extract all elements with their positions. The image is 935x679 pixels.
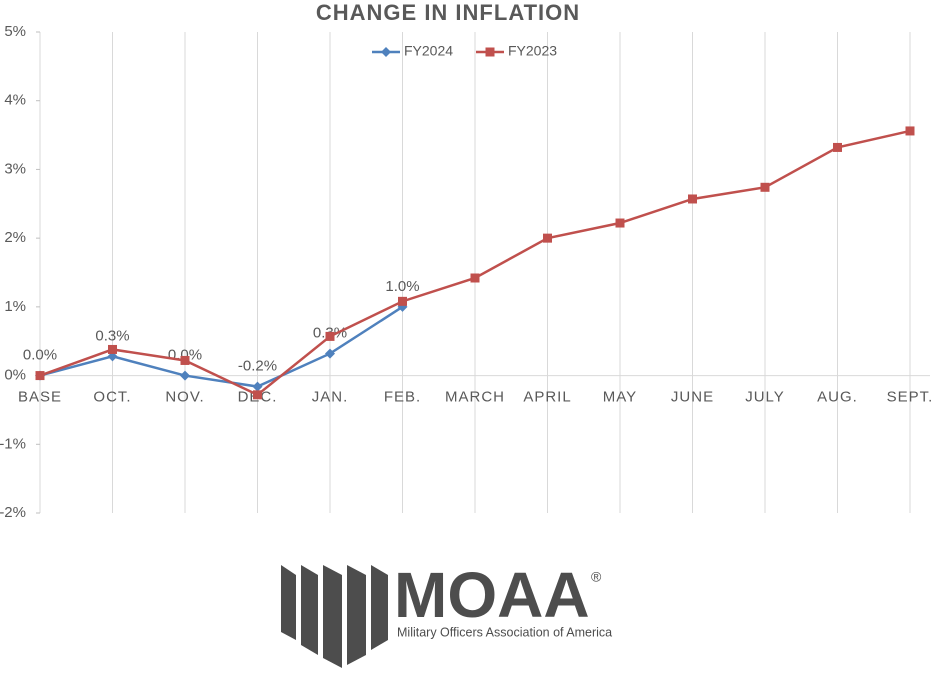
data-label: -0.2% [238,358,277,375]
x-tick-label: JAN. [312,389,349,406]
legend-label: FY2024 [404,43,453,59]
chart-title: CHANGE IN INFLATION [316,0,580,25]
legend-label: FY2023 [508,43,557,59]
logo: MOAA ® Military Officers Association of … [281,559,612,668]
logo-name: MOAA [394,559,590,631]
point [35,371,45,381]
y-tick-label: 5% [4,23,26,40]
point [398,296,407,306]
point [543,233,552,243]
y-tick-label: 4% [4,92,26,109]
point [325,331,335,341]
x-tick-label: MAY [603,389,637,406]
y-tick-label: 0% [4,367,26,384]
x-tick-label: JULY [745,389,785,406]
x-tick-label: APRIL [523,389,571,406]
data-label: 0.0% [23,347,57,364]
point [180,370,190,381]
y-tick-label: -1% [0,435,26,452]
x-tick-label: NOV. [165,389,204,406]
point [108,344,117,354]
data-label: 0.3% [95,327,129,344]
logo-stripe [301,565,318,655]
point [485,47,495,57]
series-line [39,305,404,388]
point [760,182,770,192]
point [180,355,190,365]
point [615,218,625,228]
point [470,273,480,283]
x-tick-label: SEPT. [887,389,934,406]
logo-mark: ® [591,569,602,585]
logo-stripe [371,565,388,650]
point [325,348,335,359]
point [905,126,915,136]
point [833,142,842,152]
data-label: 1.0% [385,278,419,295]
y-tick-label: 2% [4,229,26,246]
x-tick-label: OCT. [93,389,131,406]
logo-tagline: Military Officers Association of America [397,625,612,639]
x-tick-label: JUNE [671,389,714,406]
point [253,390,262,400]
x-tick-label: AUG. [817,389,858,406]
logo-stripe [323,565,342,668]
y-tick-label: 1% [4,298,26,315]
point [381,47,391,57]
logo-stripe [281,565,296,640]
point [688,194,697,204]
y-tick-label: 3% [4,160,26,177]
x-tick-label: MARCH [445,389,505,406]
x-tick-label: FEB. [384,389,421,406]
y-tick-label: -2% [0,504,26,521]
logo-stripe [347,565,366,665]
point [252,381,263,392]
x-tick-label: BASE [18,389,62,406]
